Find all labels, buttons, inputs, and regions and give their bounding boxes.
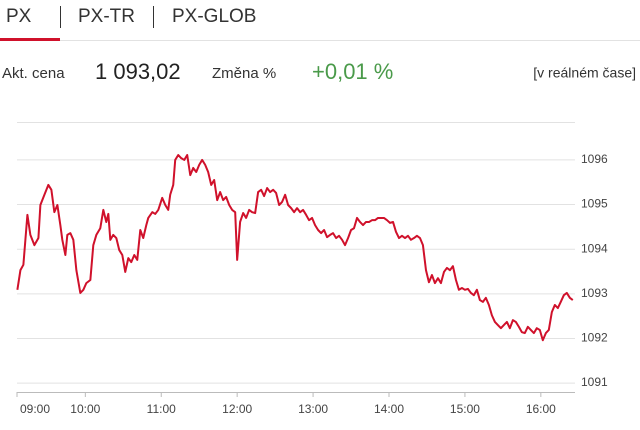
tab[interactable]: PX-TR: [78, 6, 135, 27]
change: +0,01 %: [312, 59, 393, 84]
y-tick-label: 1096: [581, 152, 608, 166]
y-tick-label: 1095: [581, 197, 608, 211]
x-tick-label: 16:00: [526, 402, 556, 416]
tab[interactable]: PX: [6, 6, 32, 27]
x-tick-label: 13:00: [298, 402, 328, 416]
y-tick-label: 1093: [581, 286, 608, 300]
x-tick-label: 10:00: [70, 402, 100, 416]
x-tick-label: 09:00: [20, 402, 50, 416]
x-tick-label: 14:00: [374, 402, 404, 416]
y-tick-label: 1092: [581, 331, 608, 345]
y-tick-label: 1091: [581, 375, 608, 389]
price-line: [16, 154, 574, 342]
price-label: Akt. cena: [2, 65, 65, 82]
active-tab-underline: [0, 38, 60, 41]
realtime-note: [v reálném čase]: [533, 65, 636, 81]
change-label: Změna %: [212, 65, 276, 82]
tab[interactable]: PX-GLOB: [172, 6, 256, 27]
x-tick-label: 12:00: [222, 402, 252, 416]
plot: 1091 1092 1093 1094 1095 1096 09:00 10:00 11:00 1…: [16, 122, 608, 416]
x-tick-label: 15:00: [450, 402, 480, 416]
x-tick-label: 11:00: [147, 402, 176, 416]
price: 1 093,02: [95, 59, 181, 84]
y-tick-label: 1094: [581, 241, 608, 255]
